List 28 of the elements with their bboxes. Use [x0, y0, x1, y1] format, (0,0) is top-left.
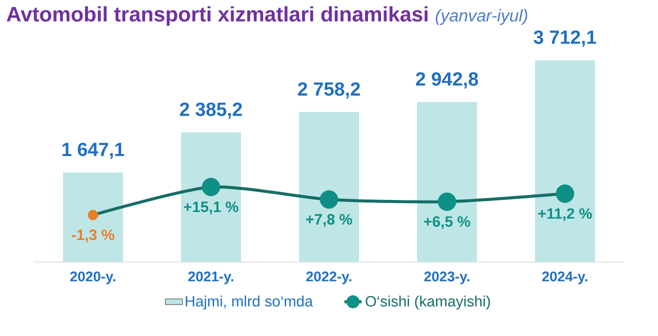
x-tick-label: 2024-y. — [542, 272, 588, 284]
data-label: +11,2 % — [538, 208, 592, 222]
data-label: +6,5 % — [424, 216, 470, 230]
x-tick-label: 2020-y. — [70, 272, 116, 284]
x-tick-label: 2023-y. — [424, 272, 470, 284]
data-label: +15,1 % — [184, 202, 238, 214]
data-label: 2 758,2 — [298, 82, 360, 99]
legend-label: O‘sishi (kamayishi) — [366, 296, 490, 310]
x-tick-label: 2021-y. — [188, 272, 234, 284]
data-label: +7,8 % — [306, 214, 352, 227]
data-label: -1,3 % — [72, 230, 114, 242]
bar — [63, 172, 124, 262]
chart-subtitle: (yanvar-iyul) — [436, 9, 528, 25]
data-label: 2 385,2 — [180, 102, 242, 119]
point — [438, 192, 456, 211]
data-label: 1 647,1 — [62, 142, 124, 159]
point — [320, 190, 338, 209]
bar — [417, 102, 477, 262]
point — [202, 178, 220, 196]
bar — [534, 60, 595, 262]
chart-title: Avtomobil transporti xizmatlari dinamikasi — [6, 6, 428, 26]
bar — [181, 132, 242, 262]
x-tick-label: 2022-y. — [306, 272, 352, 284]
bar — [299, 112, 359, 262]
legend-label: Hajmi, mlrd so‘mda — [186, 296, 313, 310]
point — [556, 184, 574, 203]
data-label: 2 942,8 — [416, 72, 478, 88]
data-label: 3 712,1 — [534, 30, 596, 47]
